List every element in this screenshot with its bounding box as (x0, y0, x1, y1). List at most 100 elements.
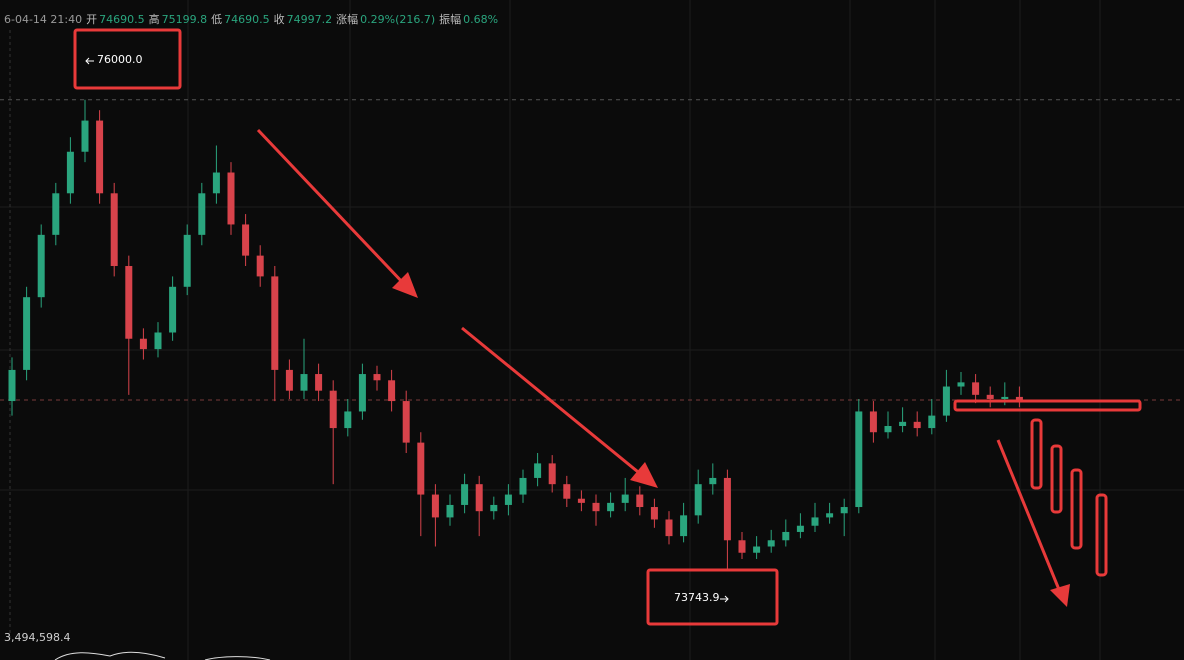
candle-body (8, 369, 16, 402)
candle-body (81, 120, 89, 152)
candle-body (37, 234, 45, 298)
candle-body (504, 494, 512, 505)
candle-body (826, 513, 834, 518)
candle-body (1001, 396, 1009, 399)
candle-body (592, 502, 600, 512)
candle-body (621, 494, 629, 503)
projection-bar (1070, 468, 1083, 550)
header-field-value: 0.68% (463, 13, 498, 26)
candle-body (1015, 396, 1023, 401)
candle-body (256, 255, 264, 277)
volume-line (54, 651, 271, 660)
candle-body (577, 498, 585, 503)
candle-body (534, 463, 542, 478)
header-field-value: 74997.2 (287, 13, 333, 26)
highlight-box (73, 28, 182, 90)
candle-body (271, 276, 279, 370)
candle-body (315, 374, 323, 391)
header-field-label: 涨幅 (336, 13, 358, 26)
annotations: 76000.0 73743.9 (73, 28, 1142, 626)
candle-body (665, 519, 673, 537)
candle-body (563, 484, 571, 499)
candle-body (869, 411, 877, 433)
candle-body (139, 338, 147, 350)
highlight-box (646, 568, 779, 626)
candle-body (23, 297, 31, 370)
candle-body (840, 507, 848, 514)
projection-bar (1030, 418, 1043, 490)
projection-bar (1095, 493, 1108, 577)
candle-body (227, 172, 235, 225)
candle-body (329, 390, 337, 429)
projection-bar (1050, 444, 1063, 514)
header-field-label: 高 (149, 12, 160, 26)
candle-body (913, 421, 921, 429)
candle-body (475, 484, 483, 512)
candle-body (169, 286, 177, 333)
ohlc-header: 6-04-14 21:40 开 74690.5 高 75199.8 低 74690.5 收 74… (4, 12, 498, 26)
header-field-value: 75199.8 (162, 13, 208, 26)
label-arrow (724, 595, 729, 603)
trend-arrow-head (392, 272, 418, 298)
candle-body (811, 517, 819, 526)
trend-arrow (256, 128, 407, 287)
candle-body (928, 415, 936, 429)
candle-body (738, 540, 746, 553)
candle-body (650, 507, 658, 520)
candle-body (855, 411, 863, 508)
candle-body (183, 234, 191, 287)
candle-body (709, 477, 717, 485)
candle-body (723, 477, 731, 541)
high-label: 76000.0 (97, 53, 143, 66)
header-field-value: 74690.5 (224, 13, 270, 26)
candle-body (52, 193, 60, 235)
highlight-box (953, 399, 1142, 412)
candle-body (373, 374, 381, 381)
candle-body (110, 193, 118, 267)
low-label: 73743.9 (674, 591, 720, 604)
candle-body (285, 369, 293, 391)
trend-arrow (461, 326, 644, 478)
candle-body (417, 442, 425, 495)
candle-body (446, 504, 454, 518)
header-field-value: 74690.5 (99, 13, 145, 26)
label-arrow (85, 57, 90, 65)
candle-body (884, 425, 892, 433)
candle-body (125, 266, 133, 339)
candle-body (300, 374, 308, 391)
candle-body (680, 515, 688, 537)
candle-body (942, 386, 950, 416)
candle-body (972, 382, 980, 395)
candle-body (782, 531, 790, 541)
candle-body (957, 382, 965, 387)
trend-arrow-head (1050, 584, 1070, 607)
candle-body (607, 502, 615, 512)
candle-body (548, 463, 556, 485)
header-field-label: 开 (86, 13, 97, 26)
header-field-label: 振幅 (439, 12, 461, 26)
candle-body (986, 394, 994, 399)
candle-body (899, 421, 907, 426)
volume-label: 3,494,598.4 (4, 631, 70, 644)
header-field-value: 0.29%(216.7) (360, 13, 435, 26)
candle-body (66, 151, 74, 194)
candle-body (388, 380, 396, 402)
candle-body (519, 477, 527, 495)
candle-body (694, 484, 702, 516)
candle-body (242, 224, 250, 256)
candle-body (490, 504, 498, 512)
trend-arrow-head (630, 462, 658, 488)
candle-body (96, 120, 104, 194)
candles (0, 99, 1184, 569)
candle-body (461, 484, 469, 505)
header-field-label: 收 (274, 12, 285, 26)
candle-body (796, 525, 804, 532)
candle-body (402, 401, 410, 443)
candle-body (212, 172, 220, 194)
candle-body (753, 546, 761, 553)
candle-body (358, 374, 366, 412)
candle-body (767, 540, 775, 547)
header-field-label: 低 (211, 13, 222, 26)
